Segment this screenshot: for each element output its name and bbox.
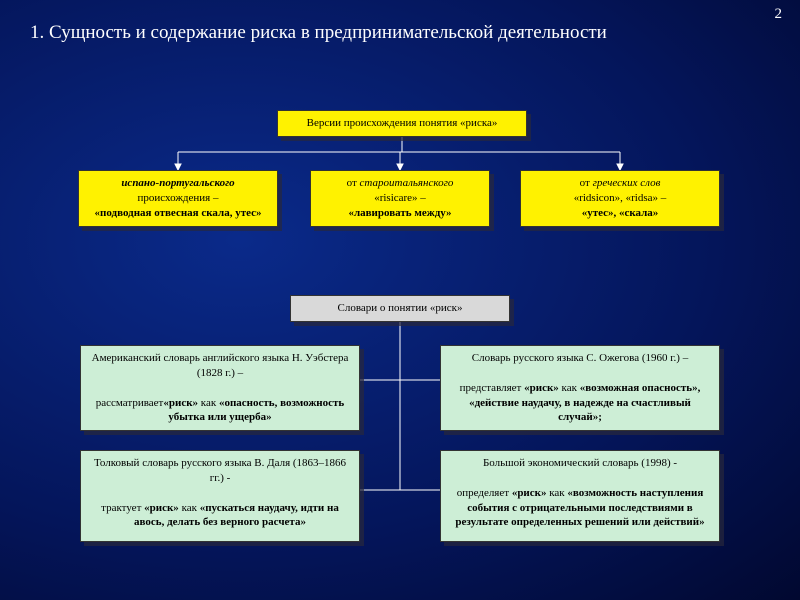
dict-4-b1: «риск» [512, 487, 549, 499]
dict-header-text: Словари о понятии «риск» [338, 302, 463, 314]
dict-1-mid: как [201, 397, 219, 409]
dict-box-3: Толковый словарь русского языка В. Даля … [80, 450, 360, 542]
page-number: 2 [775, 6, 783, 23]
dict-3-pre: трактует [101, 502, 144, 514]
dict-box-4: Большой экономический словарь (1998) - о… [440, 450, 720, 542]
dict-1-pre: рассматривает [96, 397, 164, 409]
origin-box-3: от греческих слов «ridsicon», «ridsa» – … [520, 170, 720, 227]
dict-1-b1: «риск» [163, 397, 200, 409]
origin-box-1: испано-португальского происхождения – «п… [78, 170, 278, 227]
dict-4-mid: как [549, 487, 567, 499]
slide-title: 1. Сущность и содержание риска в предпри… [30, 22, 770, 44]
origin-header: Версии происхождения понятия «риска» [277, 110, 527, 137]
dict-2-mid: как [562, 382, 580, 394]
origin-1-line3: «подводная отвесная скала, утес» [95, 207, 262, 219]
dict-4-title: Большой экономический словарь (1998) - [483, 457, 677, 469]
dict-2-b1: «риск» [524, 382, 561, 394]
origin-3-line3: «утес», «скала» [582, 207, 659, 219]
dict-2-title: Словарь русского языка С. Ожегова (1960 … [472, 352, 688, 364]
dict-3-title: Толковый словарь русского языка В. Даля … [94, 457, 346, 484]
origin-3-line2: «ridsicon», «ridsa» – [574, 192, 667, 204]
dict-3-b1: «риск» [144, 502, 181, 514]
origin-box-2: от староитальянского «risicare» – «лавир… [310, 170, 490, 227]
dict-2-pre: представляет [460, 382, 524, 394]
dict-1-title: Американский словарь английского языка Н… [92, 352, 349, 379]
origin-1-line2: происхождения – [138, 192, 219, 204]
dict-3-mid: как [182, 502, 200, 514]
dict-header: Словари о понятии «риск» [290, 295, 510, 322]
dict-box-1: Американский словарь английского языка Н… [80, 345, 360, 431]
origin-2-pre: от [347, 177, 360, 189]
origin-2-line2: «risicare» – [374, 192, 426, 204]
dict-box-2: Словарь русского языка С. Ожегова (1960 … [440, 345, 720, 431]
origin-3-pre: от [580, 177, 593, 189]
origin-3-line1: греческих слов [593, 177, 661, 189]
origin-2-line3: «лавировать между» [348, 207, 451, 219]
dict-4-pre: определяет [457, 487, 512, 499]
origin-2-line1: староитальянского [360, 177, 454, 189]
origin-1-line1: испано-португальского [121, 177, 234, 189]
origin-header-text: Версии происхождения понятия «риска» [307, 117, 498, 129]
